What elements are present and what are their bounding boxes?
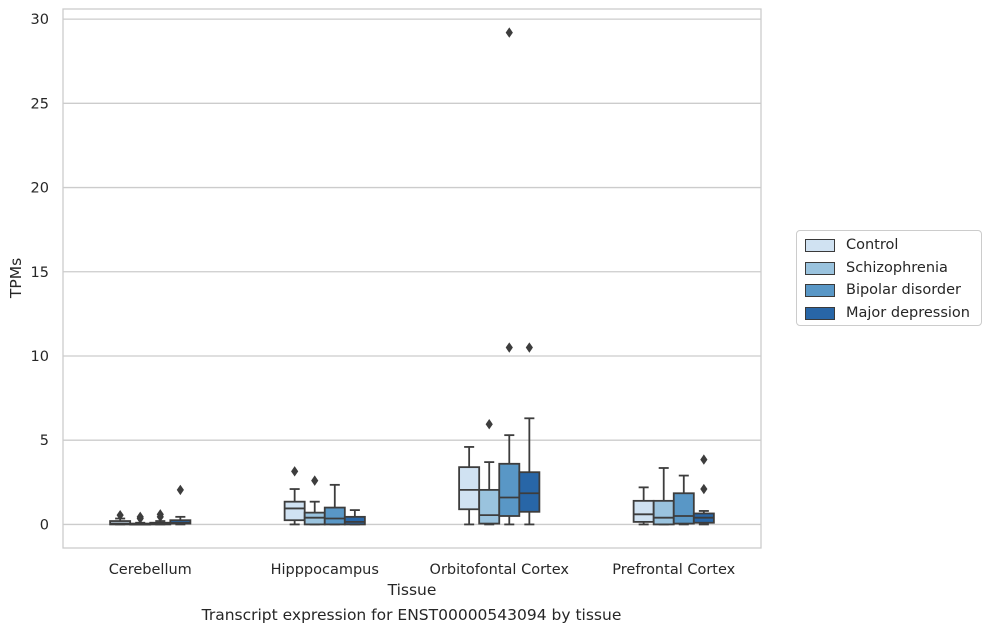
box-hipppocampus-major-depression — [343, 509, 366, 526]
box-prefrontal-cortex-schizophrenia — [652, 467, 675, 526]
legend-label-major-depression: Major depression — [846, 305, 970, 321]
y-tick-label: 15 — [31, 265, 49, 281]
legend-item-schizophrenia: Schizophrenia — [805, 258, 948, 278]
box-body — [632, 499, 655, 523]
y-tick-label: 10 — [31, 349, 49, 365]
y-tick-label: 20 — [31, 181, 49, 197]
x-axis-ticks: Cerebellum Hipppocampus Orbitofontal Corte… — [109, 562, 736, 578]
box-cerebellum-major-depression — [169, 484, 192, 526]
chart-caption: Transcript expression for ENST0000054309… — [201, 606, 622, 624]
box-body — [343, 515, 366, 526]
x-tick-label-hipppocampus: Hipppocampus — [271, 562, 379, 578]
legend-label-bipolar-disorder: Bipolar disorder — [846, 282, 961, 298]
box-body — [672, 492, 695, 525]
y-tick-label: 0 — [40, 517, 49, 533]
legend-swatch-bipolar-disorder — [805, 283, 835, 297]
legend-swatch-control — [805, 238, 835, 252]
box-cerebellum-schizophrenia — [129, 511, 152, 526]
box-hipppocampus-control — [283, 466, 306, 526]
box-body — [478, 488, 501, 525]
box-hipppocampus-schizophrenia — [303, 475, 326, 526]
box-orbitofontal-cortex-control — [458, 446, 481, 526]
box-orbitofontal-cortex-schizophrenia — [478, 418, 501, 526]
x-tick-label-orbitofontal-cortex: Orbitofontal Cortex — [430, 562, 570, 578]
outlier-point — [136, 511, 144, 523]
outlier-point — [485, 418, 493, 430]
box-body — [283, 500, 306, 522]
box-body — [458, 466, 481, 511]
boxes — [109, 27, 715, 526]
box-hipppocampus-bipolar-disorder — [323, 483, 346, 526]
box-cerebellum-bipolar-disorder — [149, 509, 172, 526]
box-body — [652, 499, 675, 526]
legend-item-bipolar-disorder: Bipolar disorder — [805, 280, 961, 300]
box-body — [323, 506, 346, 526]
box-prefrontal-cortex-control — [632, 486, 655, 526]
box-body — [498, 462, 521, 517]
legend-swatch-schizophrenia — [805, 261, 835, 275]
outlier-point — [291, 466, 299, 477]
box-body — [518, 471, 541, 513]
legend-swatch-major-depression — [805, 306, 835, 320]
box-orbitofontal-cortex-bipolar-disorder — [498, 27, 521, 526]
outlier-point — [700, 454, 708, 465]
legend-item-major-depression: Major depression — [805, 303, 970, 323]
x-axis-label: Tissue — [387, 581, 437, 599]
legend: Control Schizophrenia Bipolar disorder M… — [796, 230, 982, 326]
outlier-point — [156, 509, 164, 520]
y-axis-label: TPMs — [7, 258, 25, 299]
legend-item-control: Control — [805, 235, 898, 255]
outlier-point — [525, 342, 533, 353]
outlier-point — [116, 509, 124, 521]
x-tick-label-prefrontal-cortex: Prefrontal Cortex — [612, 562, 735, 578]
y-tick-label: 5 — [40, 433, 49, 449]
box-cerebellum-control — [109, 509, 132, 526]
outlier-point — [505, 27, 513, 38]
box-orbitofontal-cortex-major-depression — [518, 342, 541, 526]
y-tick-label: 25 — [31, 96, 49, 112]
outlier-point — [700, 483, 708, 495]
y-tick-label: 30 — [31, 12, 49, 28]
legend-label-schizophrenia: Schizophrenia — [846, 260, 948, 276]
outlier-point — [176, 484, 184, 496]
y-axis-ticks: 0 5 10 15 20 25 30 — [31, 12, 49, 533]
plot-area-frame — [62, 8, 762, 549]
box-prefrontal-cortex-major-depression — [692, 454, 715, 526]
outlier-point — [505, 342, 513, 353]
grid-lines — [63, 18, 761, 526]
legend-label-control: Control — [846, 237, 899, 253]
x-tick-label-cerebellum: Cerebellum — [109, 562, 192, 578]
outlier-point — [311, 475, 319, 486]
box-prefrontal-cortex-bipolar-disorder — [672, 474, 695, 526]
